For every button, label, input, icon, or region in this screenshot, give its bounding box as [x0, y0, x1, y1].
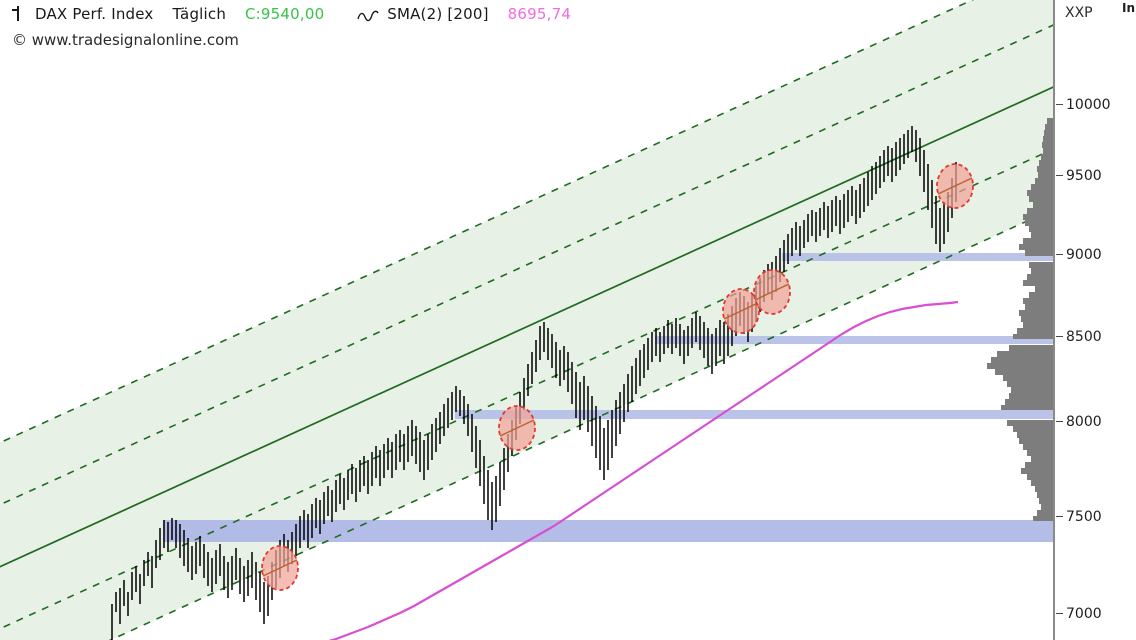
- tick-dash-icon: [1056, 254, 1063, 255]
- sma-200-line: [328, 300, 959, 640]
- signal-marker-1[interactable]: [261, 545, 299, 591]
- axis-tick-label: 8000: [1066, 414, 1102, 430]
- channel-outer-lower: [108, 208, 1053, 640]
- support-band-7500: [163, 520, 1053, 542]
- axis-tick-label: 10000: [1066, 97, 1111, 113]
- channel-outer-upper: [0, 0, 975, 444]
- tick-dash-icon: [1056, 175, 1063, 176]
- support-band-8500: [655, 336, 1053, 344]
- copyright-text: © www.tradesignalonline.com: [12, 30, 239, 49]
- tick-dash-icon: [1056, 613, 1063, 614]
- tick-dash-icon: [1056, 104, 1063, 105]
- channel-inner-upper: [0, 24, 1053, 506]
- tick-dash-icon: [1056, 516, 1063, 517]
- tick-dash-icon: [1056, 421, 1063, 422]
- tick-dash-icon: [1056, 336, 1063, 337]
- signal-marker-3[interactable]: [722, 288, 760, 334]
- axis-tick-label: 7000: [1066, 606, 1102, 622]
- bar-chart-symbol-icon: [12, 6, 24, 21]
- axis-tick-label: 7500: [1066, 509, 1102, 525]
- price-bars-series: [111, 126, 957, 640]
- chart-header-line-2: © www.tradesignalonline.com: [12, 30, 239, 49]
- sma-value: 8695,74: [507, 4, 572, 23]
- axis-tick-label: 9500: [1066, 168, 1102, 184]
- channel-midline: [0, 86, 1053, 568]
- chart-header: DAX Perf. Index Täglich C:9540,00 SMA(2)…: [0, 0, 1136, 54]
- channel-inner-lower: [0, 148, 1053, 630]
- axis-tick-label: 8500: [1066, 329, 1102, 345]
- signal-marker-2[interactable]: [498, 405, 536, 451]
- axis-line: [1053, 0, 1055, 640]
- close-value: C:9540,00: [245, 4, 325, 23]
- support-band-8050: [455, 410, 1053, 419]
- sma-label: SMA(2) [200]: [387, 4, 489, 23]
- chart-svg: [0, 0, 1053, 640]
- instrument-name: DAX Perf. Index: [34, 4, 154, 23]
- signal-marker-5[interactable]: [936, 163, 974, 209]
- price-axis: XXP 10000 9500 9000 8500 8000 7500 7000: [1053, 0, 1136, 640]
- support-band-9000: [782, 253, 1053, 261]
- corner-clipped-text: In: [1122, 1, 1136, 15]
- signal-marker-4[interactable]: [753, 269, 791, 315]
- volume-profile: [987, 118, 1053, 521]
- axis-title: XXP: [1065, 5, 1093, 21]
- chart-header-line-1: DAX Perf. Index Täglich C:9540,00 SMA(2)…: [12, 4, 571, 23]
- wave-icon: [357, 8, 379, 21]
- signal-markers[interactable]: [261, 163, 974, 591]
- axis-tick-label: 9000: [1066, 247, 1102, 263]
- price-chart-plot[interactable]: [0, 0, 1053, 640]
- interval-label: Täglich: [172, 4, 227, 23]
- regression-channel-fill: [0, 0, 1053, 640]
